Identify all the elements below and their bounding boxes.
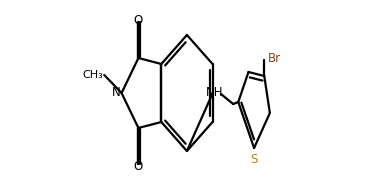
- Text: NH: NH: [206, 87, 224, 99]
- Text: S: S: [250, 153, 258, 166]
- Text: Br: Br: [268, 53, 281, 65]
- Text: O: O: [134, 13, 143, 27]
- Text: N: N: [112, 87, 121, 99]
- Text: O: O: [134, 160, 143, 172]
- Text: CH₃: CH₃: [83, 70, 103, 80]
